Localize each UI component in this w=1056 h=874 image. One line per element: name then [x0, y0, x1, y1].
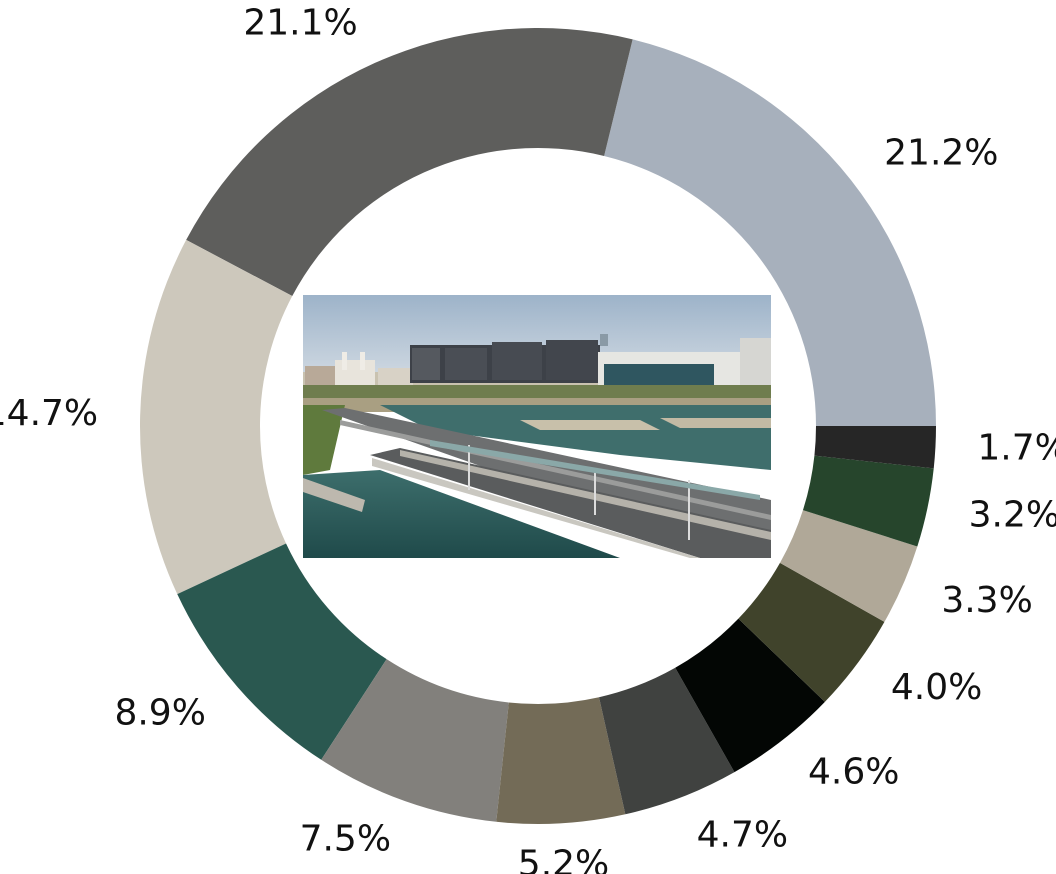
donut-slice [599, 667, 735, 815]
slice-label: 3.3% [941, 580, 1032, 621]
donut-slice [814, 426, 936, 469]
donut-slice [496, 697, 626, 824]
slice-label: 8.9% [114, 693, 205, 734]
center-photo [303, 295, 771, 558]
slice-label: 4.7% [697, 814, 788, 855]
slice-label: 7.5% [300, 819, 391, 860]
slice-label: 1.7% [977, 427, 1056, 468]
donut-slices [140, 28, 936, 824]
donut-slice [779, 510, 918, 622]
donut-slice [186, 28, 633, 297]
slice-label: 21.2% [884, 132, 998, 173]
donut-slice [177, 543, 387, 760]
donut-slice [140, 239, 293, 595]
donut-slice [738, 562, 885, 702]
slice-label: 21.1% [243, 3, 357, 44]
slice-label: 4.6% [808, 751, 899, 792]
slice-label: 4.0% [891, 667, 982, 708]
slice-labels: 21.2% 21.1% 14.7% 8.9% 7.5% 5.2% 4.7% 4.6% 4.0% 3… [0, 3, 1056, 874]
slice-label: 14.7% [0, 393, 98, 434]
donut-slice [321, 659, 509, 822]
donut-slice [675, 618, 825, 773]
donut-slice [802, 455, 934, 547]
slice-label: 3.2% [969, 494, 1056, 535]
donut-slice [604, 39, 936, 426]
slice-label: 5.2% [518, 843, 609, 874]
